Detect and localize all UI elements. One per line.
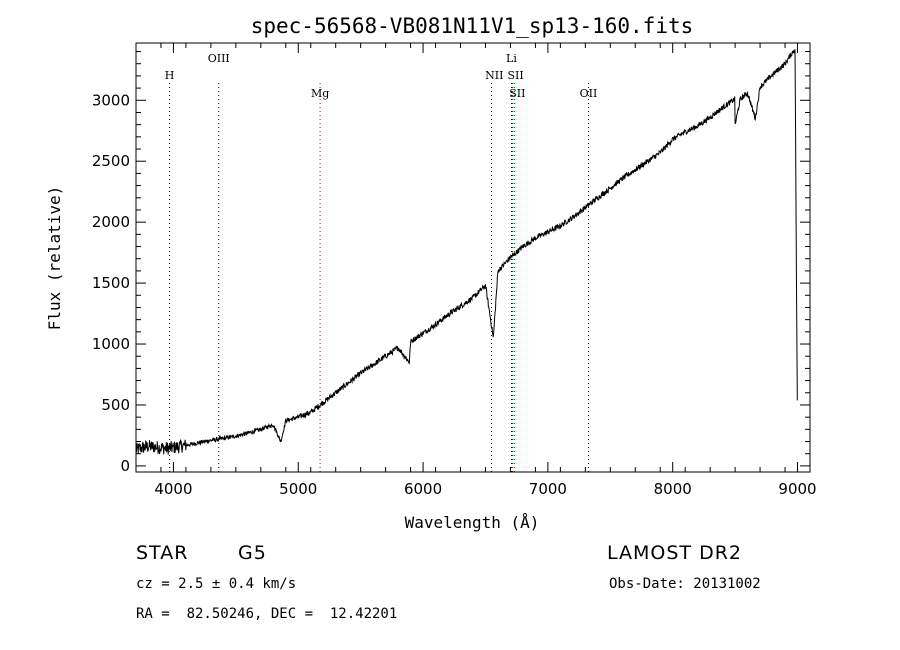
spectrum-line	[135, 49, 798, 455]
plot-frame	[135, 42, 811, 473]
redshift-cz: cz = 2.5 ± 0.4 km/s	[136, 576, 297, 592]
line-marker-label: SII	[509, 87, 525, 100]
x-axis-ticks: 4000 5000 6000 7000 8000 9000	[135, 43, 817, 498]
line-marker-label: Li	[506, 52, 517, 65]
x-tick-label: 6000	[404, 480, 442, 498]
observation-date: Obs-Date: 20131002	[609, 576, 761, 592]
y-tick-label: 0	[120, 457, 130, 475]
y-tick-label: 2500	[92, 152, 130, 170]
y-axis-label: Flux (relative)	[45, 186, 64, 331]
y-axis-ticks: 0 500 1000 1500 2000 2500 3000	[92, 51, 810, 475]
x-tick-label: 9000	[778, 480, 816, 498]
x-tick-label: 5000	[279, 480, 317, 498]
object-class: STAR	[136, 542, 189, 564]
y-tick-label: 2000	[92, 213, 130, 231]
line-marker-label: SII	[507, 69, 523, 82]
spectral-line-markers	[169, 83, 589, 472]
survey-name: LAMOST DR2	[607, 542, 742, 564]
chart-title: spec-56568-VB081N11V1_sp13-160.fits	[251, 14, 694, 38]
y-tick-label: 1500	[92, 274, 130, 292]
x-tick-label: 4000	[154, 480, 192, 498]
y-tick-label: 500	[101, 396, 130, 414]
line-marker-label: OII	[580, 87, 598, 100]
x-tick-label: 8000	[654, 480, 692, 498]
line-marker-label: Mg	[311, 87, 329, 100]
line-marker-label: H	[165, 69, 175, 82]
x-axis-label: Wavelength (Å)	[405, 513, 540, 532]
spectrum-chart: spec-56568-VB081N11V1_sp13-160.fits H OII…	[45, 14, 817, 532]
x-tick-label: 7000	[529, 480, 567, 498]
ra-dec-coordinates: RA = 82.50246, DEC = 12.42201	[136, 606, 398, 622]
line-marker-label: NII	[485, 69, 503, 82]
line-marker-label: OIII	[208, 52, 230, 65]
y-tick-label: 3000	[92, 91, 130, 109]
y-tick-label: 1000	[92, 335, 130, 353]
object-subclass: G5	[238, 542, 267, 564]
